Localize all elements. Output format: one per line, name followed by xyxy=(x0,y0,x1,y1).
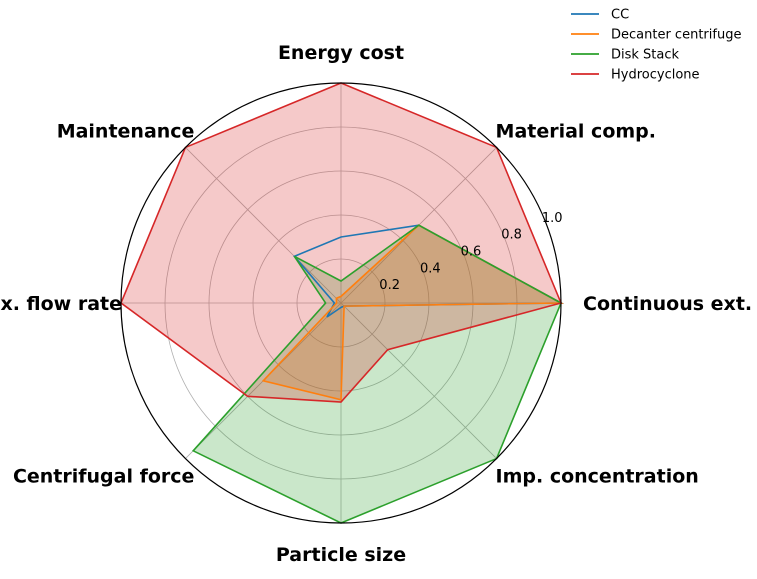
series-fill-hydrocyclone xyxy=(121,83,561,402)
axis-label: Max. flow rate xyxy=(0,293,122,315)
axis-label: Continuous ext. xyxy=(583,293,752,315)
radial-tick-label: 0.2 xyxy=(379,278,400,293)
series-fill-decanter-centrifuge xyxy=(263,225,561,400)
series-line-decanter-centrifuge xyxy=(261,224,565,401)
legend-label: Disk Stack xyxy=(611,48,680,63)
axis-label: Particle size xyxy=(276,544,406,566)
legend-label: CC xyxy=(611,8,629,23)
series-line-disk-stack xyxy=(191,224,563,524)
grid-spoke xyxy=(340,302,497,459)
legend-label: Hydrocyclone xyxy=(611,68,700,83)
outer-circle xyxy=(120,82,562,524)
series-fill-disk-stack xyxy=(193,225,561,523)
axis-label: Energy cost xyxy=(278,42,404,64)
series-line-cc xyxy=(293,224,565,318)
legend-label: Decanter centrifuge xyxy=(611,28,741,43)
axis-labels: Continuous ext. Material comp. Energy cost… xyxy=(0,42,752,566)
grid-spoke xyxy=(185,147,342,304)
legend: CC Decanter centrifuge Disk Stack Hydrocycl… xyxy=(571,8,741,83)
axis-label: Imp. concentration xyxy=(496,466,699,488)
axis-label: Material comp. xyxy=(496,120,656,142)
radial-tick-label: 0.8 xyxy=(501,228,522,243)
axis-label: Maintenance xyxy=(57,120,195,142)
outer-frame xyxy=(120,82,562,524)
axis-label: Centrifugal force xyxy=(13,466,195,488)
radial-tick-label: 1.0 xyxy=(542,211,563,226)
radial-tick-label: 0.4 xyxy=(420,261,441,276)
series-layer xyxy=(120,82,565,524)
radial-tick-labels: 0.2 0.4 0.6 0.8 1.0 xyxy=(379,211,562,293)
radial-tick-label: 0.6 xyxy=(461,244,482,259)
